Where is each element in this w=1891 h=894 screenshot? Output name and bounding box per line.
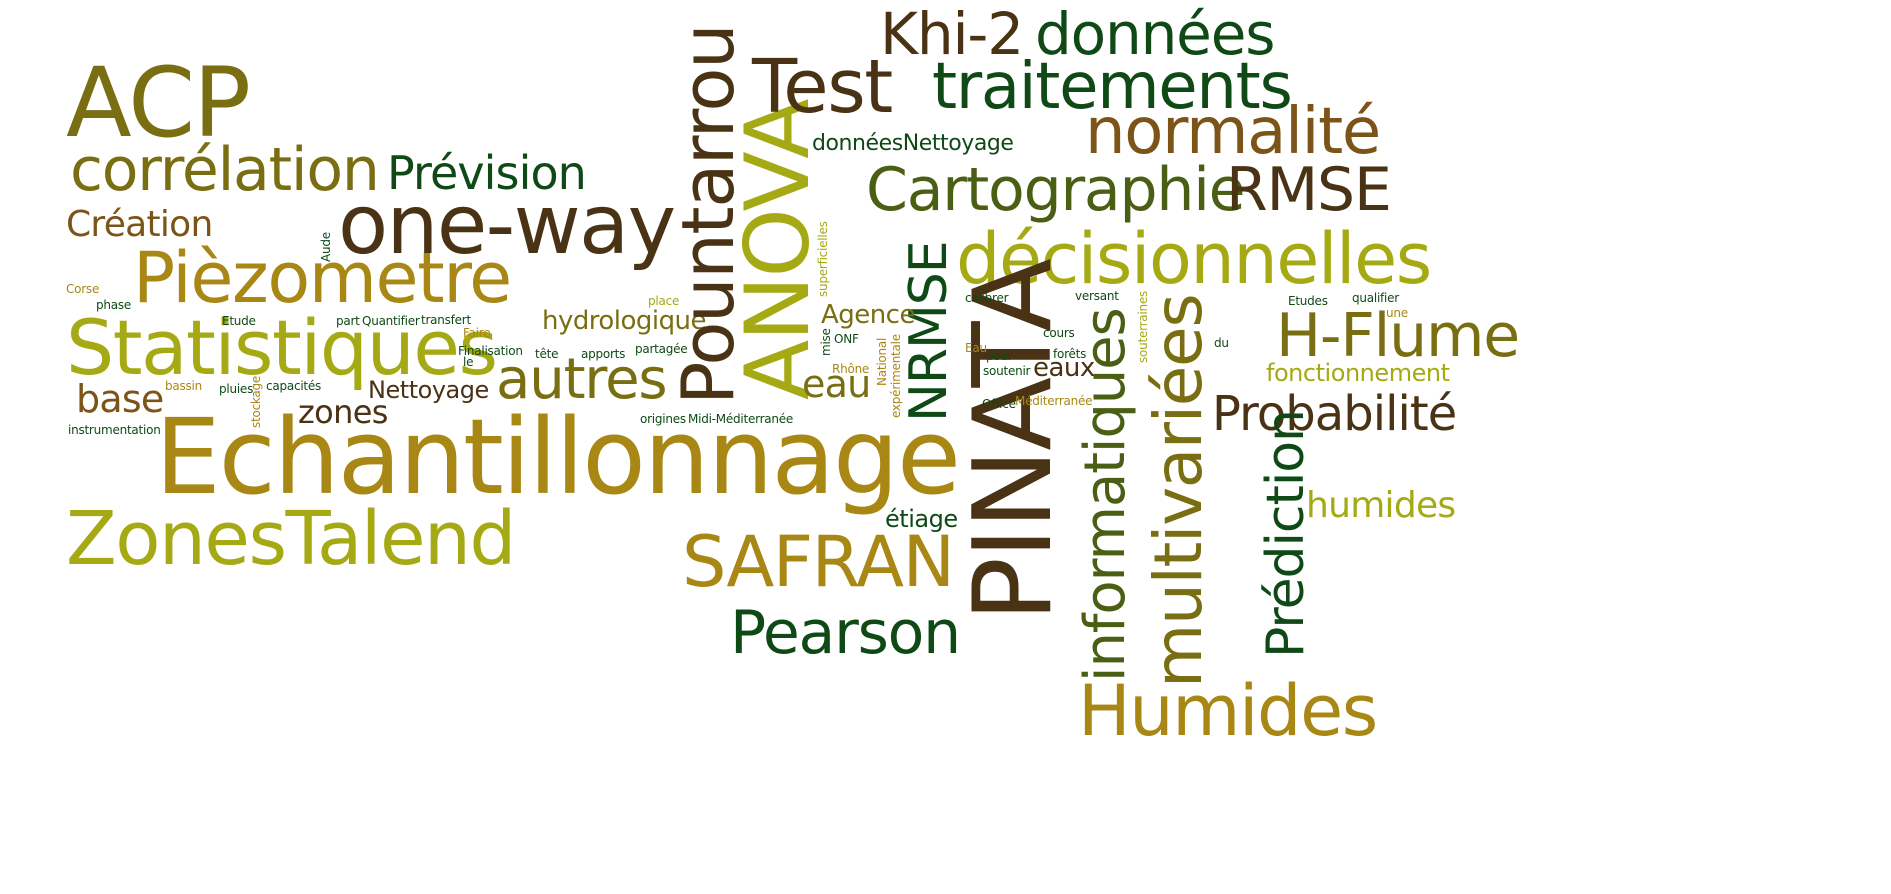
word-rmse: RMSE	[1226, 155, 1392, 225]
word-midi-mediterranee: Midi-Méditerranée	[688, 412, 794, 426]
word-qualifier: qualifier	[1352, 291, 1399, 305]
word-finalisation: Finalisation	[458, 344, 523, 358]
word-mediterranee: Méditerranée	[1015, 394, 1093, 408]
word-test: Test	[752, 44, 893, 130]
word-humides: Humides	[1078, 670, 1378, 752]
word-partagee: partagée	[635, 342, 688, 356]
word-experimentale: expérimentale	[889, 334, 903, 418]
word-piezometre: Pièzometre	[133, 237, 512, 319]
word-aude: Aude	[319, 232, 333, 262]
word-cours: cours	[1043, 326, 1075, 340]
word-transfert: transfert	[421, 313, 471, 327]
word-hydrologique: hydrologique	[542, 306, 707, 336]
word-nettoyage: Nettoyage	[368, 376, 489, 404]
word-etiage: étiage	[885, 505, 958, 533]
word-anova: ANOVA	[726, 100, 829, 400]
word-khi2: Khi-2	[880, 0, 1024, 68]
word-eau-small: Eau	[965, 341, 987, 355]
word-instrumentation: instrumentation	[68, 423, 161, 437]
word-quantifier: Quantifier	[362, 314, 420, 328]
word-versant: versant	[1075, 289, 1119, 303]
word-zonestalend: ZonesTalend	[66, 496, 516, 582]
word-eaux: eaux	[1033, 353, 1095, 383]
word-donneesnettoyage: donnéesNettoyage	[812, 131, 1014, 156]
word-decisionnelles: décisionnelles	[956, 218, 1432, 300]
word-etude: Etude	[222, 314, 256, 328]
word-stockage: stockage	[249, 375, 263, 428]
word-une: une	[1386, 306, 1408, 320]
word-hflume: H-Flume	[1276, 301, 1520, 371]
word-traitements: traitements	[932, 50, 1293, 124]
word-superficielles: superficielles	[816, 221, 830, 297]
word-pluies: pluies	[219, 382, 254, 396]
word-oneway: one-way	[338, 178, 676, 273]
word-du: du	[1214, 336, 1229, 350]
word-donnees: données	[1035, 0, 1275, 68]
word-le: le	[463, 355, 474, 369]
word-probabilite: Probabilité	[1212, 386, 1457, 442]
word-eau: eau	[802, 362, 871, 406]
word-zones: zones	[298, 393, 388, 431]
word-onf: ONF	[834, 332, 859, 346]
word-corse: Corse	[66, 282, 100, 296]
word-part: part	[336, 314, 360, 328]
word-normalite: normalité	[1085, 95, 1381, 169]
word-capacites: capacités	[266, 379, 322, 393]
word-safran: SAFRAN	[682, 521, 955, 603]
word-echantillonnage: Echantillonnage	[155, 396, 961, 518]
word-forets: forêts	[1053, 347, 1087, 361]
word-tete: tête	[535, 347, 559, 361]
word-faire: Faire	[463, 326, 491, 340]
word-multivariees: multivariées	[1140, 294, 1217, 688]
word-pour: pour	[986, 349, 1013, 363]
word-phase: phase	[96, 298, 132, 312]
word-cartographie: Cartographie	[866, 155, 1246, 225]
word-soutenir: soutenir	[983, 364, 1031, 378]
word-autres: autres	[496, 347, 668, 412]
word-rhone: Rhône	[832, 362, 870, 376]
word-calibrer: calibrer	[965, 291, 1009, 305]
word-pinata: PINATA	[951, 260, 1076, 622]
word-prevision: Prévision	[387, 146, 587, 200]
word-bassin: bassin	[165, 379, 202, 393]
word-origines: origines	[640, 412, 686, 426]
word-pearson: Pearson	[730, 598, 961, 668]
word-etudes: Etudes	[1288, 294, 1328, 308]
word-creation: Création	[66, 204, 213, 245]
word-office: Office	[982, 397, 1016, 411]
word-statistiques: Statistiques	[66, 303, 498, 392]
word-place: place	[648, 294, 680, 308]
word-humides-small: humides	[1306, 485, 1456, 526]
word-correlation: corrélation	[70, 135, 380, 205]
word-agence: Agence	[821, 300, 915, 330]
word-souterraines: souterraines	[1136, 291, 1150, 363]
word-prediction: Prédiction	[1256, 410, 1316, 658]
word-nrmse: NRMSE	[899, 241, 959, 422]
word-base: base	[76, 377, 164, 421]
word-national: National	[875, 337, 889, 386]
word-fonctionnement: fonctionnement	[1266, 359, 1450, 387]
word-apports: apports	[581, 347, 626, 361]
word-mise: mise	[819, 328, 833, 356]
word-acp: ACP	[66, 47, 251, 159]
